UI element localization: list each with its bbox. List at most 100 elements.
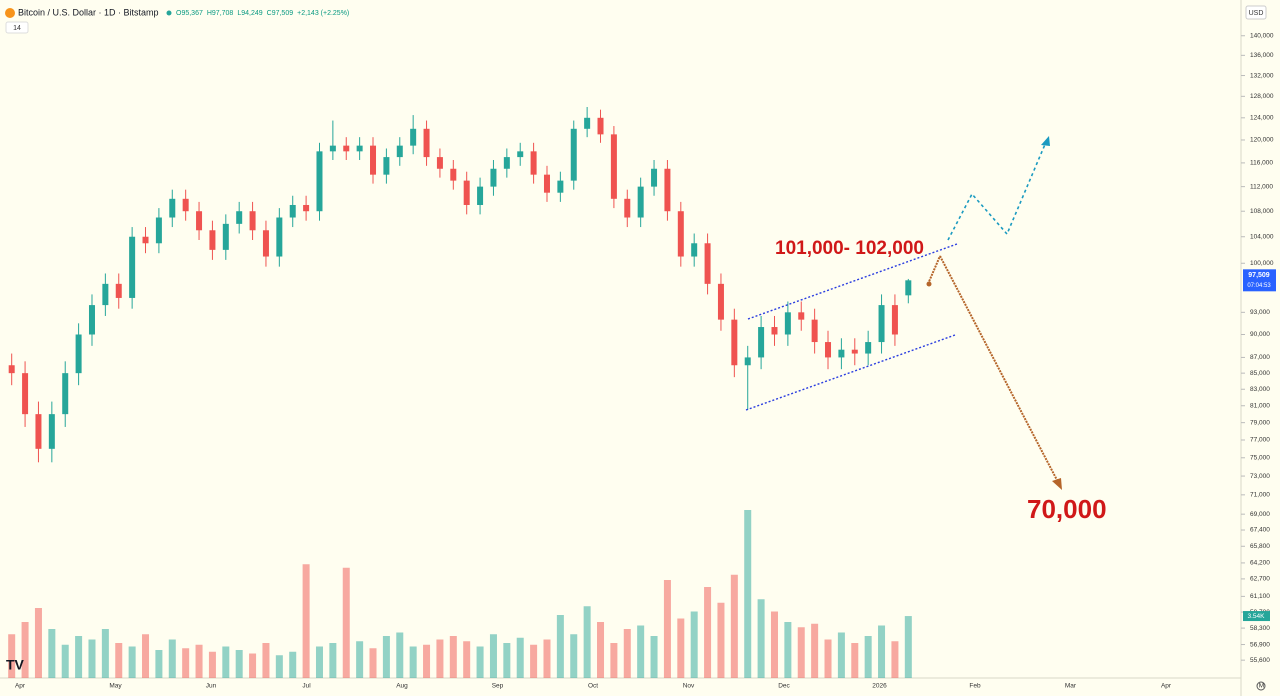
volume-bar [142, 634, 150, 678]
y-tick-label: 116,000 [1250, 160, 1273, 167]
y-tick-label: 64,200 [1250, 560, 1270, 567]
volume-bar [704, 587, 712, 678]
bull-path [947, 141, 1047, 241]
volume-bar [824, 639, 832, 678]
x-tick-label: M [1259, 683, 1264, 690]
volume-bar [423, 644, 431, 678]
x-tick-label: Nov [683, 683, 695, 690]
target-label: 101,000- 102,000 [775, 238, 924, 259]
x-tick-label: Feb [969, 683, 981, 690]
ohlc-value: +2,143 (+2.25%) [297, 10, 349, 17]
volume-bar [329, 643, 337, 678]
candle-body [490, 168, 497, 187]
candle-body [878, 305, 885, 343]
volume-bar [382, 636, 390, 678]
candle-body [48, 414, 55, 449]
candle-body [102, 283, 109, 306]
volume-bar [88, 639, 96, 678]
volume-bar [784, 622, 792, 678]
y-tick-label: 124,000 [1250, 115, 1274, 122]
candle-body [436, 157, 443, 169]
candle-body [557, 180, 564, 193]
y-tick-label: 61,100 [1250, 593, 1270, 600]
y-tick-label: 104,000 [1250, 233, 1274, 240]
ohlc-value: H97,708 [207, 10, 234, 17]
bear-arrowhead [1052, 478, 1062, 490]
candle-body [744, 357, 751, 366]
volume-bar [597, 622, 605, 678]
channel-bottom [745, 334, 956, 411]
volume-bar [409, 646, 417, 678]
candle-body [88, 305, 95, 335]
y-tick-label: 62,700 [1250, 576, 1270, 583]
candle-body [222, 223, 229, 250]
currency[interactable]: USD [1249, 10, 1264, 17]
x-tick-label: Jul [302, 683, 311, 690]
candle-body [463, 180, 470, 205]
volume-bar [155, 650, 163, 678]
volume-bar [436, 639, 444, 678]
candle-body [811, 319, 818, 343]
candle-body [543, 174, 550, 193]
candle-body [35, 414, 42, 449]
bear-leg [927, 255, 941, 285]
volume-bar [356, 641, 364, 678]
candle-body [584, 117, 591, 129]
settings-icon[interactable] [1256, 681, 1266, 691]
volume-bar [730, 574, 738, 678]
volume-bar [878, 625, 886, 678]
volume-bar [208, 651, 216, 678]
candle-body [396, 145, 403, 158]
indicator-badge[interactable]: 14 [13, 25, 21, 32]
candle-body [249, 211, 256, 231]
drawings [745, 136, 1062, 490]
candle-body [75, 334, 82, 374]
volume-bar [556, 615, 564, 678]
volume-bar [275, 655, 283, 678]
volume-bar [543, 639, 551, 678]
candle-body [209, 230, 216, 250]
candle-body [236, 211, 243, 224]
y-tick-label: 108,000 [1250, 208, 1274, 215]
y-tick-label: 77,000 [1250, 437, 1270, 444]
volume-bar [101, 629, 109, 678]
candle-body [8, 365, 15, 374]
candle-body [62, 373, 69, 415]
y-tick-label: 71,000 [1250, 492, 1270, 499]
volume-bar [717, 602, 725, 678]
volume-bar [449, 636, 457, 678]
volume-bar [583, 606, 591, 678]
candle-body [115, 283, 122, 298]
candle-body [155, 217, 162, 244]
candle-body [517, 151, 524, 158]
candle-body [423, 128, 430, 158]
candle-body [182, 198, 189, 212]
y-tick-label: 83,000 [1250, 386, 1270, 393]
candle-body [450, 168, 457, 181]
volume-bar [891, 641, 899, 678]
volume-bar [235, 650, 243, 678]
y-tick-label: 85,000 [1250, 370, 1270, 377]
volume-bar [744, 510, 752, 678]
volume-bar [837, 632, 845, 678]
volume-bar [315, 646, 323, 678]
volume-bar [195, 644, 203, 678]
volume-bar [48, 629, 56, 678]
volume-bar [489, 634, 497, 678]
volume-bar [21, 622, 29, 678]
x-tick-label: May [109, 683, 122, 690]
candle-body [503, 157, 510, 169]
currency-box[interactable] [1245, 5, 1267, 20]
volume-bar [168, 639, 176, 678]
ohlc-value: C97,509 [267, 10, 294, 17]
candle-body [370, 145, 377, 175]
volume-bar [610, 643, 618, 678]
y-tick-label: 112,000 [1250, 183, 1273, 190]
volume-label-box [1243, 611, 1270, 622]
candle-body [356, 145, 363, 152]
candle-body [825, 342, 832, 358]
volume-bar [503, 643, 511, 678]
x-tick-label: 2026 [872, 683, 887, 690]
ohlc-legend: O95,367 H97,708 L94,249 C97,509 +2,143 (+2.2… [176, 10, 349, 17]
y-tick-label: 58,300 [1250, 625, 1270, 632]
